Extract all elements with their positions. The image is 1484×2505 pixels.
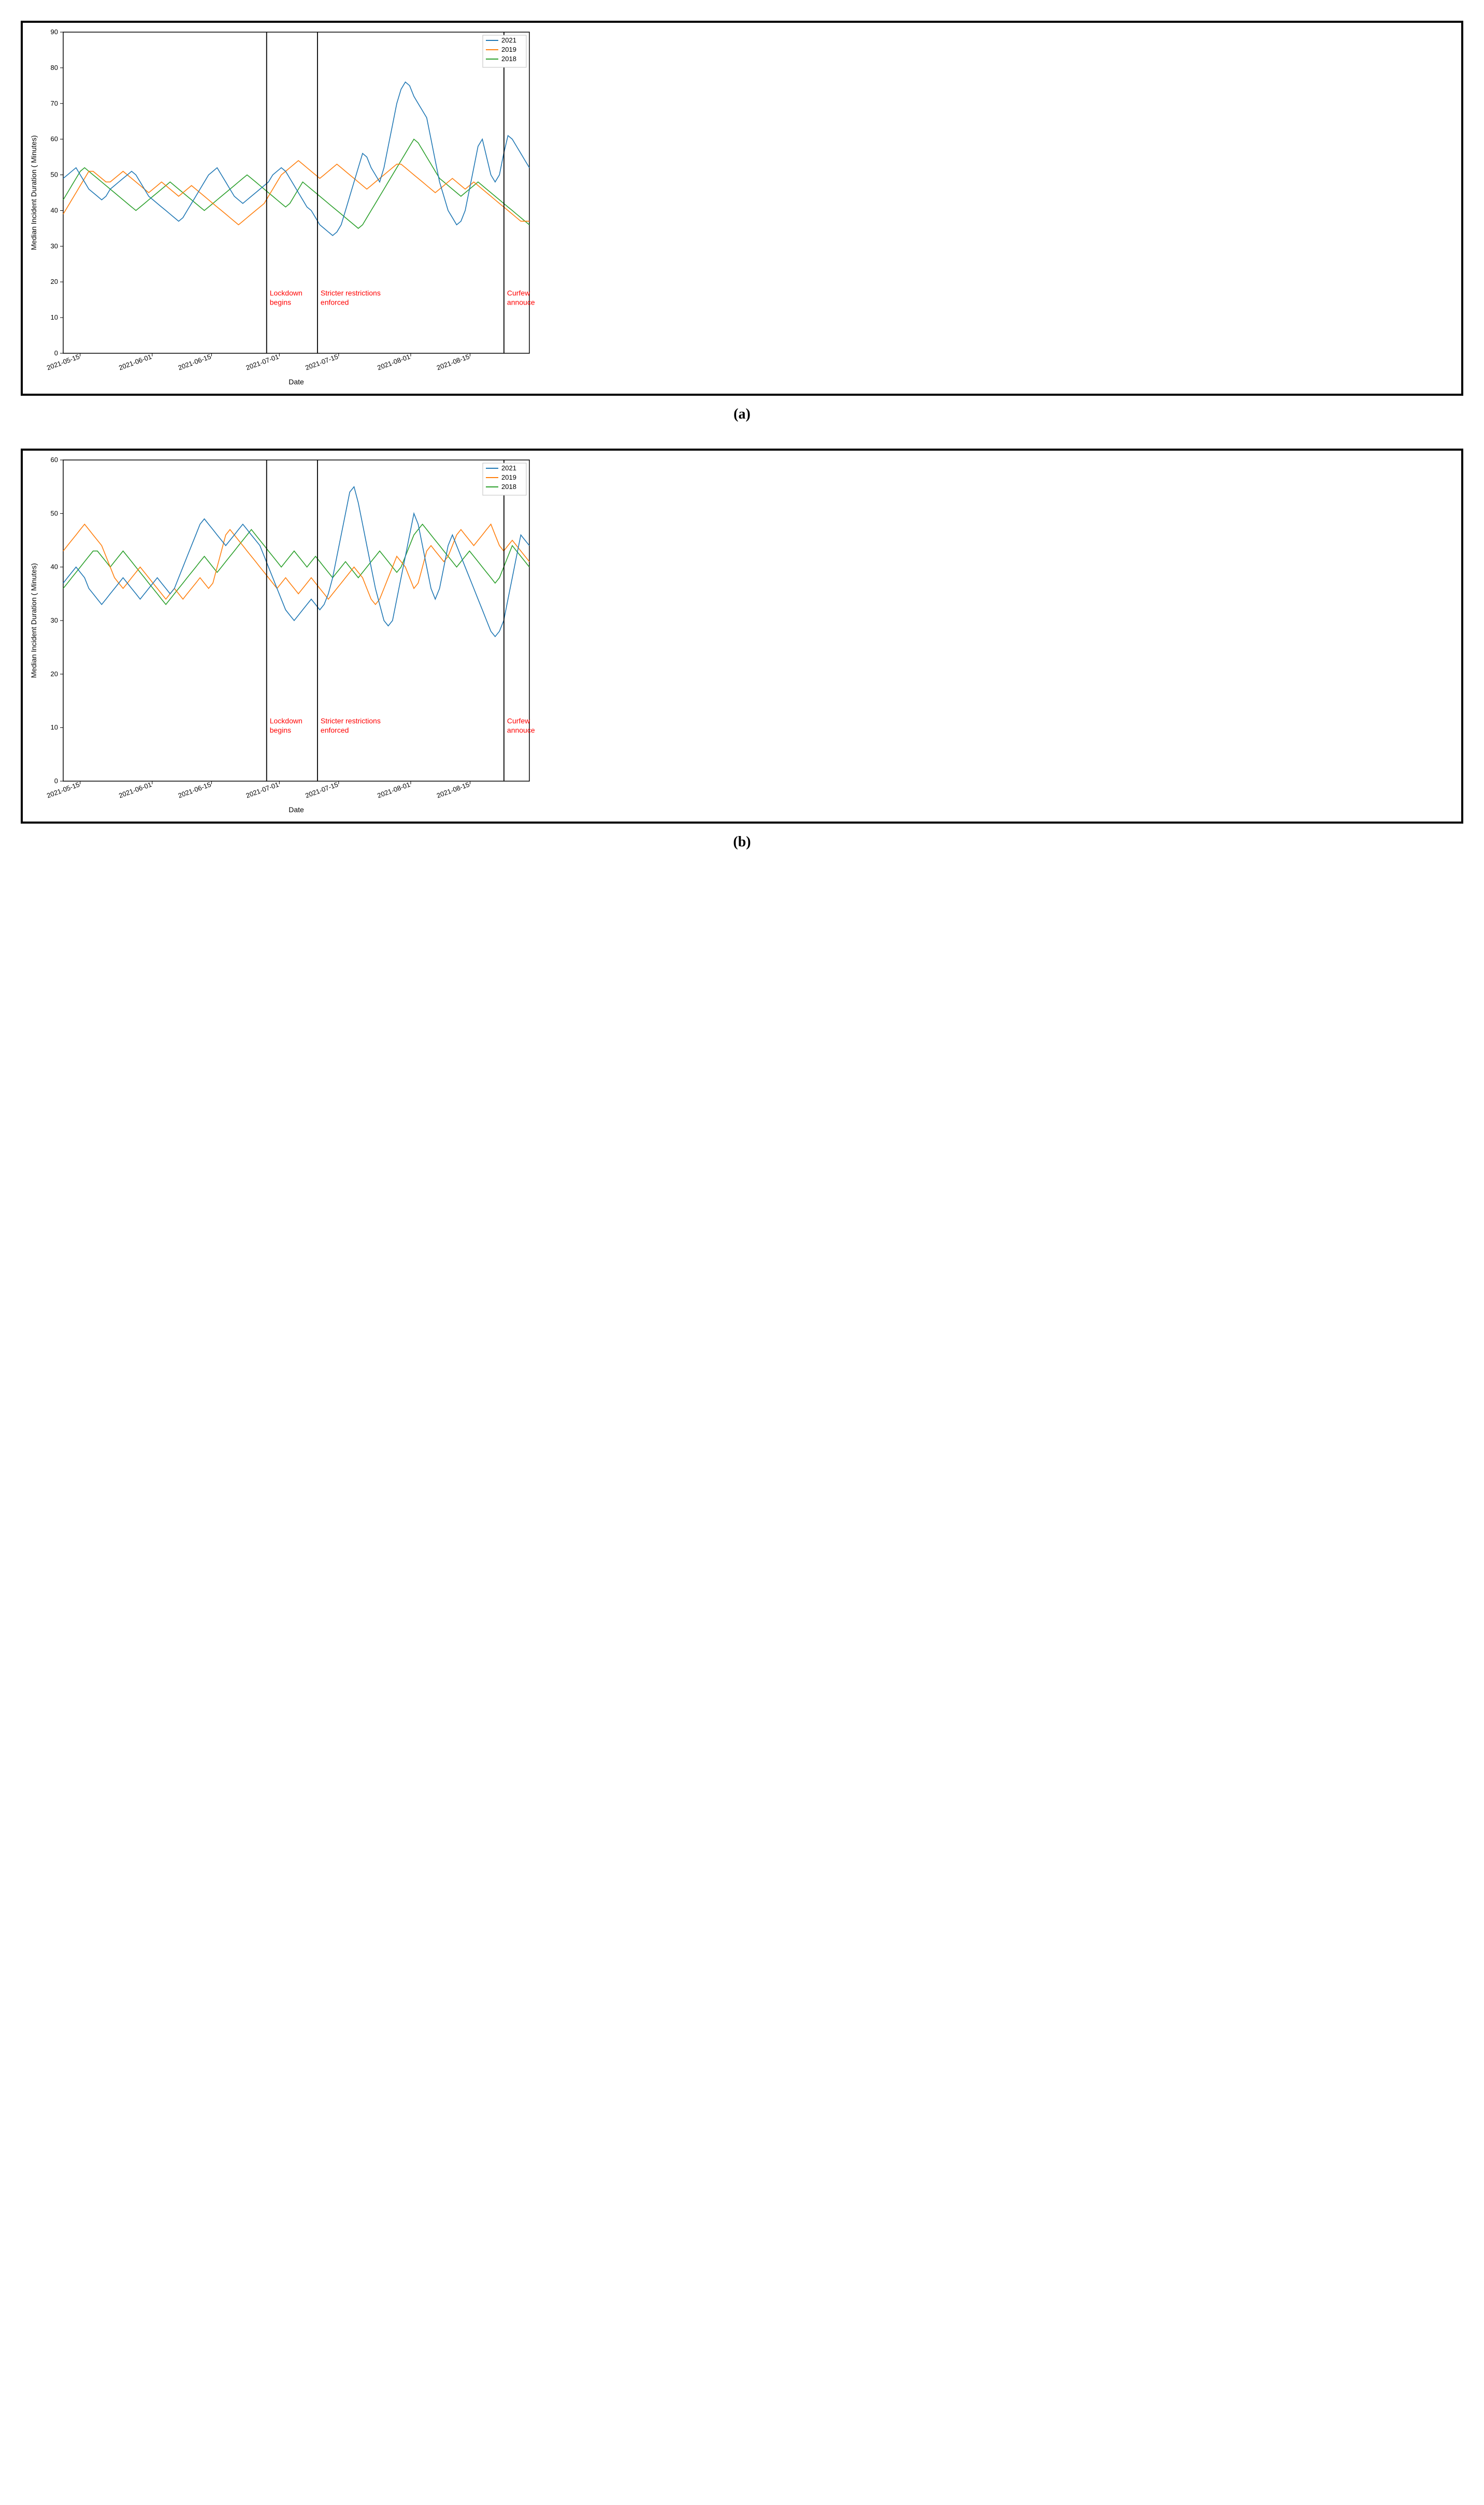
x-tick-label: 2021-05-15	[46, 353, 81, 372]
caption-a: (a)	[21, 406, 1463, 423]
event-label: begins	[270, 298, 291, 306]
x-tick-label: 2021-05-15	[46, 781, 81, 800]
y-tick-label: 20	[51, 278, 58, 285]
y-tick-label: 10	[51, 724, 58, 731]
event-label: annouced	[507, 298, 535, 306]
y-tick-label: 60	[51, 135, 58, 143]
y-tick-label: 20	[51, 670, 58, 678]
y-tick-label: 70	[51, 99, 58, 107]
x-tick-label: 2021-08-01	[376, 353, 411, 372]
event-label: Curfew	[507, 289, 530, 297]
event-label: Stricter restrictions	[321, 289, 381, 297]
x-axis-label: Date	[289, 805, 304, 814]
x-tick-label: 2021-07-15	[304, 353, 339, 372]
chart-a: 0 10 20 30 40 50 60 70 80 90 2021-05-15 2021-06-01 2…	[27, 27, 1457, 390]
chart-panel-b: 0 10 20 30 40 50 60 2021-05-15 2021-06-01 2021-06…	[21, 449, 1463, 824]
x-tick-label: 2021-08-01	[376, 781, 411, 800]
series-2019	[63, 524, 529, 604]
x-tick-label: 2021-08-15	[436, 781, 471, 800]
event-label: annouced	[507, 726, 535, 734]
x-tick-label: 2021-07-15	[304, 781, 339, 800]
x-tick-label: 2021-07-01	[245, 781, 280, 800]
y-tick-label: 0	[54, 349, 58, 357]
y-tick-label: 40	[51, 563, 58, 571]
chart-b: 0 10 20 30 40 50 60 2021-05-15 2021-06-01 2021-06…	[27, 455, 1457, 817]
x-tick-label: 2021-06-15	[177, 781, 212, 800]
y-tick-label: 30	[51, 616, 58, 624]
y-tick-label: 90	[51, 28, 58, 36]
y-tick-label: 50	[51, 509, 58, 517]
x-tick-label: 2021-07-01	[245, 353, 280, 372]
legend-label: 2019	[501, 46, 516, 53]
chart-svg-b: 0 10 20 30 40 50 60 2021-05-15 2021-06-01 2021-06…	[27, 455, 535, 817]
y-tick-label: 10	[51, 313, 58, 321]
legend-label: 2019	[501, 473, 516, 481]
y-tick-label: 60	[51, 456, 58, 464]
y-tick-label: 40	[51, 206, 58, 214]
series-2021	[63, 82, 529, 235]
x-tick-label: 2021-08-15	[436, 353, 471, 372]
legend-label: 2021	[501, 464, 516, 472]
event-label: Stricter restrictions	[321, 716, 381, 725]
y-tick-label: 80	[51, 64, 58, 71]
plot-border	[63, 460, 529, 781]
caption-b: (b)	[21, 834, 1463, 851]
legend-label: 2018	[501, 483, 516, 491]
series-2021	[63, 487, 529, 637]
y-axis-label: Median Incident Duration ( Minutes)	[30, 135, 38, 250]
event-label: Lockdown	[270, 716, 302, 725]
x-tick-label: 2021-06-01	[118, 353, 153, 372]
event-label: Lockdown	[270, 289, 302, 297]
event-label: enforced	[321, 298, 349, 306]
legend-label: 2018	[501, 55, 516, 63]
y-tick-label: 50	[51, 171, 58, 179]
event-label: begins	[270, 726, 291, 734]
series-2018	[63, 524, 529, 604]
chart-svg-a: 0 10 20 30 40 50 60 70 80 90 2021-05-15 2021-06-01 2…	[27, 27, 535, 390]
event-label: enforced	[321, 726, 349, 734]
x-tick-label: 2021-06-15	[177, 353, 212, 372]
y-axis-label: Median Incident Duration ( Minutes)	[30, 563, 38, 678]
event-label: Curfew	[507, 716, 530, 725]
y-tick-label: 30	[51, 242, 58, 250]
x-axis-label: Date	[289, 378, 304, 386]
legend-label: 2021	[501, 36, 516, 44]
x-tick-label: 2021-06-01	[118, 781, 153, 800]
y-tick-label: 0	[54, 777, 58, 785]
chart-panel-a: 0 10 20 30 40 50 60 70 80 90 2021-05-15 2021-06-01 2…	[21, 21, 1463, 396]
